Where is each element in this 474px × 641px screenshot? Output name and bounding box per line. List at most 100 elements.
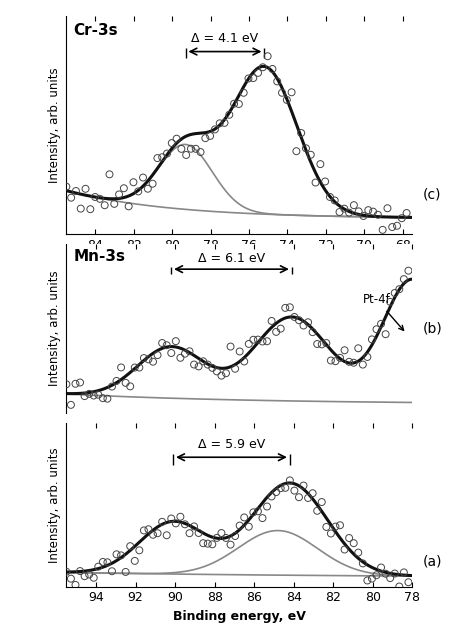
Point [313,506,321,516]
Point [291,485,298,495]
Point [81,391,88,401]
Text: Pt-4f: Pt-4f [363,294,403,330]
Point [221,118,228,128]
Point [317,159,324,169]
Point [304,493,312,503]
Point [403,208,410,218]
Point [326,192,334,202]
Point [259,337,266,347]
Point [127,541,134,551]
Point [135,187,142,197]
Point [322,338,330,348]
Point [117,550,125,560]
Point [104,394,111,404]
Point [113,376,120,386]
Point [101,200,109,210]
Point [145,524,152,535]
Point [278,88,286,98]
Point [269,64,276,74]
Point [245,339,253,349]
Point [204,538,211,549]
X-axis label: Binding energy, eV: Binding energy, eV [173,258,306,271]
Point [227,342,234,352]
Point [144,183,152,194]
Point [216,118,224,128]
Point [391,569,399,579]
Point [140,525,148,535]
Point [382,329,390,339]
Point [336,520,344,530]
Point [350,200,358,210]
Point [395,284,403,294]
Point [131,556,138,566]
Point [158,517,166,527]
Point [249,73,257,83]
Point [295,492,303,503]
Point [163,149,171,159]
Point [360,211,367,221]
Point [122,567,129,577]
Point [149,179,156,189]
Point [227,540,234,550]
Point [332,522,339,532]
Point [393,221,401,231]
Point [77,203,84,213]
Text: (a): (a) [423,555,442,569]
Point [76,378,84,388]
Point [99,393,107,403]
Point [106,169,113,179]
Point [231,363,239,374]
Point [368,574,376,584]
Point [300,320,307,331]
Point [273,327,280,337]
Point [163,530,171,540]
Point [108,381,116,392]
Point [181,349,189,359]
Point [336,207,343,217]
Point [204,360,211,370]
Point [154,528,161,538]
Point [213,366,221,376]
Point [304,317,312,328]
Point [400,567,408,578]
Text: (b): (b) [423,322,443,335]
Point [398,213,406,223]
Point [181,519,189,529]
Point [373,324,380,335]
Point [302,143,310,153]
Point [218,528,225,538]
Point [307,149,315,160]
Point [283,95,291,105]
Point [94,390,102,400]
Point [236,520,244,531]
Text: (c): (c) [423,188,441,202]
Point [163,340,171,351]
Point [167,348,175,358]
Point [154,350,161,360]
Point [364,576,371,586]
Point [254,506,262,517]
Point [263,501,271,512]
Point [222,368,230,378]
Point [90,572,98,583]
Point [277,483,284,494]
Point [173,133,181,144]
Point [295,315,303,326]
Point [355,343,362,353]
X-axis label: Binding energy, eV: Binding energy, eV [173,610,306,623]
Point [240,88,247,98]
Point [131,362,138,372]
Point [395,581,403,592]
Point [90,390,98,401]
Point [391,288,399,298]
Point [254,335,262,345]
Point [263,336,271,346]
Point [200,538,207,548]
Point [186,346,193,356]
Point [277,324,284,334]
Point [327,355,335,365]
Point [172,336,180,346]
Point [158,338,166,348]
Point [136,362,143,372]
Point [172,519,180,529]
